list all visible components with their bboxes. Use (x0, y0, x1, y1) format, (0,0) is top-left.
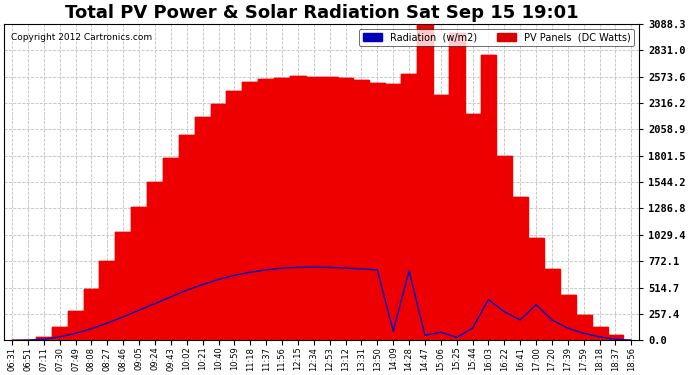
Text: Copyright 2012 Cartronics.com: Copyright 2012 Cartronics.com (10, 33, 152, 42)
Legend: Radiation  (w/m2), PV Panels  (DC Watts): Radiation (w/m2), PV Panels (DC Watts) (359, 28, 634, 46)
Title: Total PV Power & Solar Radiation Sat Sep 15 19:01: Total PV Power & Solar Radiation Sat Sep… (65, 4, 578, 22)
